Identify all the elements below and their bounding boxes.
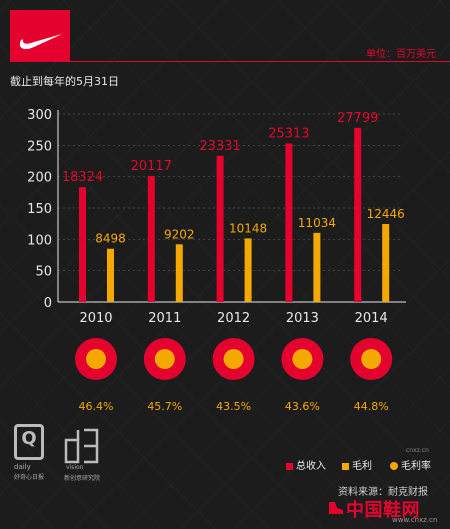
bar-gross-profit bbox=[313, 232, 321, 302]
shoe-icon bbox=[329, 502, 343, 514]
y-axis: 0 50 100 150 200 250 300 bbox=[27, 108, 406, 311]
legend-gross-profit-swatch bbox=[342, 462, 349, 470]
nike-logo bbox=[10, 10, 70, 62]
margin-value-label: 43.5% bbox=[216, 400, 252, 413]
watermark-url: www.cnxz.cn bbox=[392, 516, 438, 524]
bar-gross-profit bbox=[382, 224, 390, 302]
chart-subtitle: 截止到每年的5月31日 bbox=[10, 75, 119, 88]
legend-revenue-swatch bbox=[286, 462, 293, 470]
legend-margin: 毛利率 bbox=[390, 457, 431, 472]
y-tick-label: 150 bbox=[27, 202, 52, 217]
y-tick-label: 100 bbox=[27, 233, 52, 248]
margin-value-label: 46.4% bbox=[78, 400, 114, 413]
swoosh-icon bbox=[19, 34, 62, 50]
margin-value-label: 45.7% bbox=[147, 400, 183, 413]
source-note: 资料来源：耐克财报 bbox=[338, 487, 428, 498]
bar-revenue bbox=[79, 187, 86, 302]
legend-revenue-label: 总收入 bbox=[296, 461, 326, 472]
bars-layer: 18324 8498 2010 20117 9202 2011 23331 10148 2012… bbox=[62, 111, 405, 326]
y-tick-label: 250 bbox=[27, 139, 52, 154]
bar-revenue bbox=[147, 175, 155, 302]
margin-circle-inner bbox=[86, 349, 106, 369]
unit-label: 单位：百万美元 bbox=[366, 49, 436, 60]
legend-margin-dot bbox=[390, 462, 398, 470]
revenue-value-label: 18324 bbox=[62, 170, 103, 185]
legend-gross-profit: 毛利 bbox=[342, 457, 372, 472]
revenue-value-label: 23331 bbox=[199, 139, 240, 154]
y-tick-label: 0 bbox=[44, 296, 52, 311]
margin-circle-inner bbox=[292, 349, 313, 369]
header-divider bbox=[70, 61, 450, 62]
legend-gross-profit-label: 毛利 bbox=[352, 461, 372, 472]
revenue-value-label: 27799 bbox=[337, 111, 378, 126]
revenue-value-label: 20117 bbox=[131, 159, 172, 174]
bar-revenue bbox=[285, 143, 293, 302]
legend-margin-label: 毛利率 bbox=[401, 461, 431, 472]
x-tick-label: 2010 bbox=[79, 311, 112, 326]
x-tick-label: 2011 bbox=[148, 311, 181, 326]
x-tick-label: 2014 bbox=[355, 311, 388, 326]
q-line2: 好奇心日报 bbox=[14, 474, 45, 481]
q-letter: Q bbox=[21, 428, 37, 449]
grid-layer bbox=[58, 113, 402, 272]
gross-profit-value-label: 12446 bbox=[367, 207, 405, 221]
margin-circle-inner bbox=[361, 349, 382, 369]
margin-value-label: 43.6% bbox=[284, 400, 320, 413]
bar-gross-profit bbox=[244, 238, 252, 302]
bar-revenue bbox=[216, 155, 224, 302]
gross-profit-value-label: 9202 bbox=[164, 227, 195, 241]
vertical-watermark: cnxz.cn bbox=[406, 447, 429, 454]
y-tick-label: 50 bbox=[35, 265, 52, 280]
studio-mark-icon bbox=[64, 428, 99, 464]
y-tick-label: 300 bbox=[27, 108, 52, 123]
studio-logo: vision 新创意研究院 bbox=[64, 428, 100, 482]
margin-circle-inner bbox=[154, 349, 175, 369]
q-line1: daily bbox=[14, 463, 31, 471]
studio-line1: vision bbox=[66, 464, 84, 471]
revenue-value-label: 25313 bbox=[268, 126, 309, 141]
legend-revenue: 总收入 bbox=[286, 457, 326, 472]
watermark-text: 中国鞋网 bbox=[346, 500, 420, 521]
x-tick-label: 2013 bbox=[286, 311, 319, 326]
margin-circles bbox=[75, 338, 393, 380]
margin-circle-inner bbox=[223, 349, 244, 369]
x-tick-label: 2012 bbox=[217, 311, 250, 326]
studio-line2: 新创意研究院 bbox=[64, 475, 101, 482]
gross-profit-value-label: 8498 bbox=[95, 232, 126, 246]
bar-gross-profit bbox=[175, 244, 183, 302]
bar-gross-profit bbox=[107, 248, 114, 302]
y-tick-label: 200 bbox=[27, 171, 52, 186]
gross-profit-value-label: 11034 bbox=[298, 216, 336, 230]
gross-profit-value-label: 10148 bbox=[229, 221, 267, 235]
margin-value-label: 44.8% bbox=[353, 400, 389, 413]
bar-revenue bbox=[354, 127, 362, 302]
